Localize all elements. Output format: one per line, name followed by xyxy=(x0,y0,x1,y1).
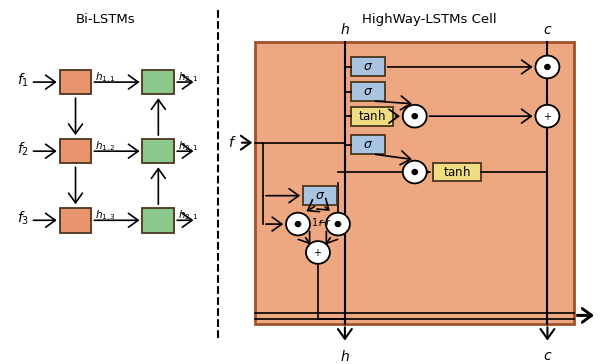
Bar xyxy=(60,208,91,233)
Bar xyxy=(303,186,337,205)
Circle shape xyxy=(411,169,418,175)
Circle shape xyxy=(306,241,330,264)
Bar xyxy=(143,208,175,233)
Text: HighWay-LSTMs Cell: HighWay-LSTMs Cell xyxy=(362,13,497,26)
Text: $\mathrm{tanh}$: $\mathrm{tanh}$ xyxy=(358,109,386,123)
Circle shape xyxy=(536,56,559,78)
Text: $h_{1,2}$: $h_{1,2}$ xyxy=(95,140,116,155)
Text: $\sigma$: $\sigma$ xyxy=(363,60,373,74)
Text: $h_{1,1}$: $h_{1,1}$ xyxy=(95,71,116,86)
Text: $h$: $h$ xyxy=(340,22,350,37)
Text: $\mathrm{tanh}$: $\mathrm{tanh}$ xyxy=(443,165,471,179)
Text: $f_1$: $f_1$ xyxy=(16,71,29,89)
Text: $r$: $r$ xyxy=(318,217,325,228)
Bar xyxy=(255,42,574,324)
Bar xyxy=(351,82,385,101)
Text: $h_{2,1}$: $h_{2,1}$ xyxy=(178,140,199,155)
Text: $c$: $c$ xyxy=(543,349,552,363)
Bar xyxy=(351,58,385,76)
Circle shape xyxy=(411,113,418,119)
Circle shape xyxy=(544,64,551,70)
Bar xyxy=(351,135,385,154)
Circle shape xyxy=(403,161,426,183)
Circle shape xyxy=(286,213,310,236)
Text: $f_3$: $f_3$ xyxy=(16,210,29,227)
Bar xyxy=(143,139,175,163)
Text: $\sigma$: $\sigma$ xyxy=(315,189,325,202)
Text: $+$: $+$ xyxy=(313,247,323,258)
Circle shape xyxy=(326,213,350,236)
Text: $+$: $+$ xyxy=(543,111,552,122)
Text: $1{-}r$: $1{-}r$ xyxy=(311,216,332,228)
Text: $c$: $c$ xyxy=(543,23,552,37)
Text: $h$: $h$ xyxy=(340,349,350,364)
Text: $f_2$: $f_2$ xyxy=(16,141,29,158)
Circle shape xyxy=(403,105,426,127)
Text: $f$: $f$ xyxy=(228,135,237,150)
Text: $\sigma$: $\sigma$ xyxy=(363,85,373,98)
Bar xyxy=(60,70,91,94)
Text: $\sigma$: $\sigma$ xyxy=(363,138,373,151)
Text: Bi-LSTMs: Bi-LSTMs xyxy=(76,13,135,26)
Text: $h_{2,1}$: $h_{2,1}$ xyxy=(178,71,199,86)
Bar xyxy=(60,139,91,163)
Circle shape xyxy=(335,221,341,227)
Text: $h_{1,3}$: $h_{1,3}$ xyxy=(95,209,116,224)
Circle shape xyxy=(295,221,301,227)
Text: $h_{2,1}$: $h_{2,1}$ xyxy=(178,209,199,224)
Bar xyxy=(351,107,393,126)
Circle shape xyxy=(536,105,559,127)
Bar xyxy=(432,163,481,182)
Bar xyxy=(143,70,175,94)
